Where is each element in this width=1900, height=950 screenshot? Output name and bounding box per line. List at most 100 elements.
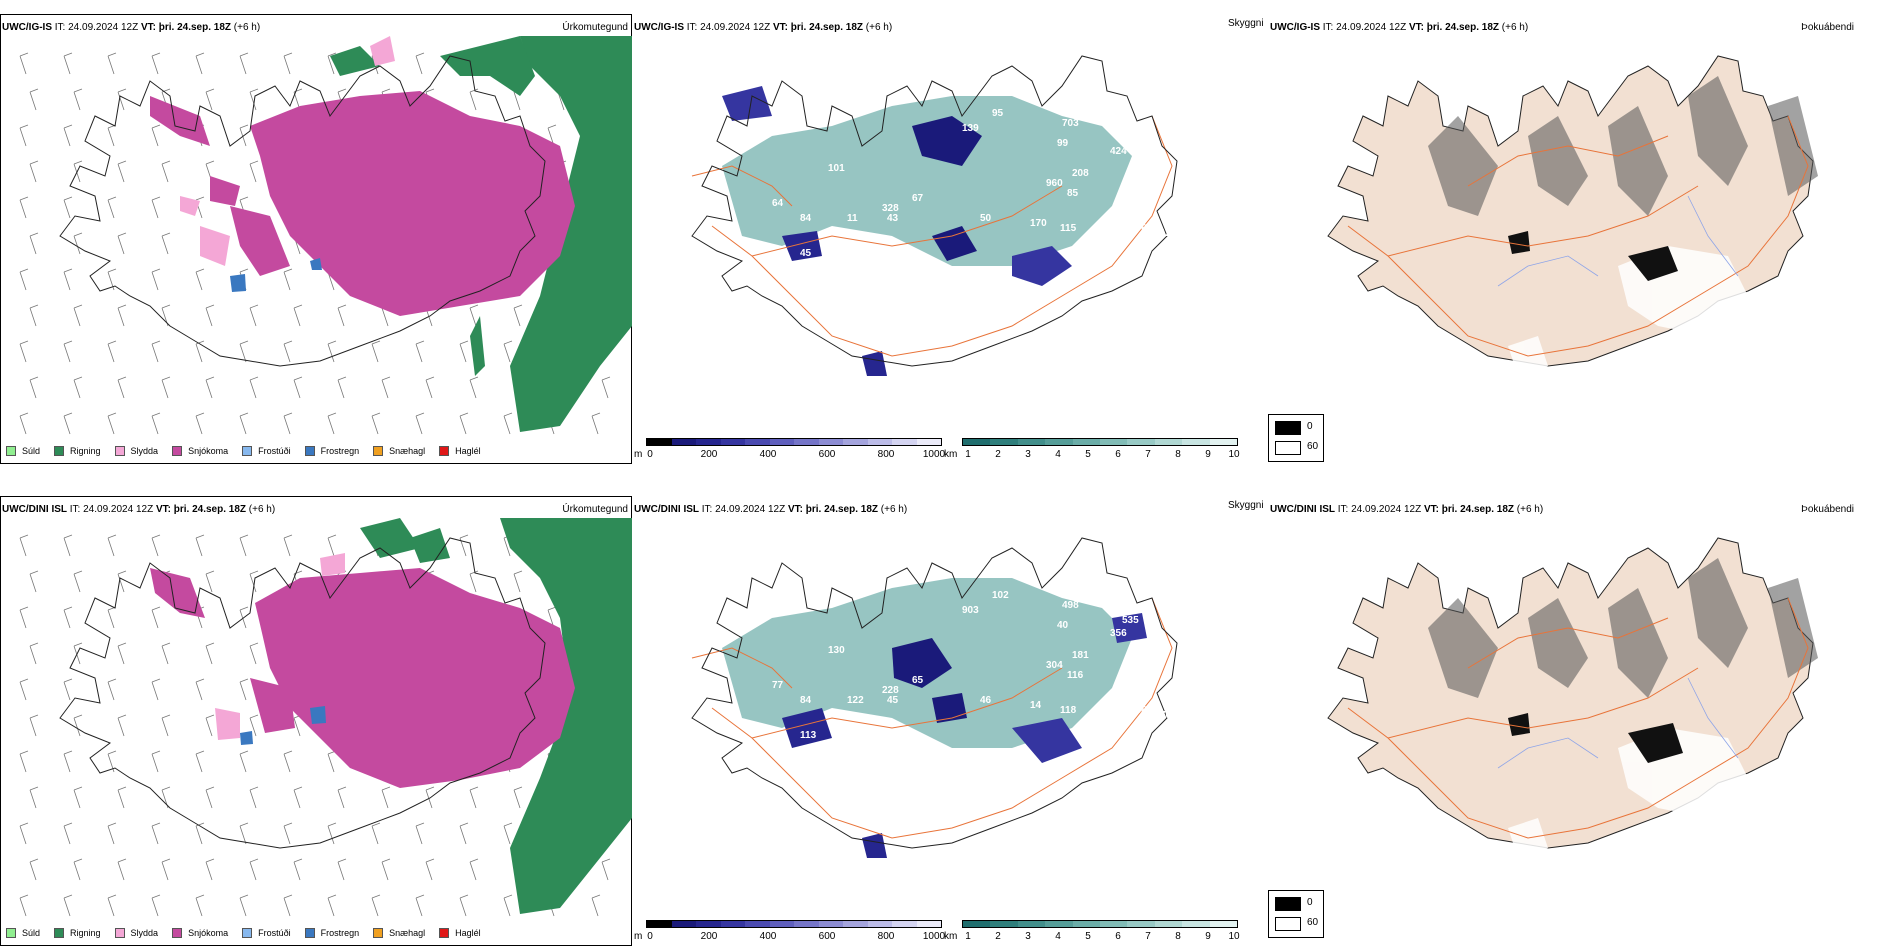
wind-barb [73,642,83,665]
colorbar-cell [892,921,917,927]
visibility-value-label: 122 [847,695,864,706]
wind-barb [63,534,73,557]
wind-barb [63,340,73,363]
colorbar-cell [916,439,941,445]
legend-item: Frostúði [242,928,291,938]
visibility-value-label: 84 [800,213,812,224]
colorbar-cells-km [962,920,1238,928]
legend-label: Súld [22,446,41,456]
legend-swatch [114,928,125,938]
visibility-value-label: 85 [1067,188,1079,199]
wind-barb [459,822,469,845]
colorbar-cell [1209,921,1238,927]
legend-label: Rigning [70,446,101,456]
wind-barb [283,822,293,845]
wind-barb [117,642,127,665]
colorbar-cell [892,439,917,445]
lead-time: (+6 h) [248,504,276,515]
wind-barb [117,714,127,737]
colorbar-cell [867,439,892,445]
tick: 1 [965,449,971,460]
wind-barb [151,124,161,147]
it-label: IT: [1337,504,1349,515]
visibility-value-label: 535 [1122,615,1139,626]
tick: 4 [1055,449,1061,460]
wind-barb [337,858,347,881]
legend-swatch [114,446,125,456]
visibility-value-label: 128 [1092,98,1109,109]
colorbar-cell [916,921,941,927]
tick: 600 [818,449,836,460]
wind-barb [19,52,29,75]
colorbar-cell [647,921,672,927]
fog-panel: UWC/IG-IS IT: 24.09.2024 12Z VT: þri. 24… [1268,14,1900,464]
visibility-value-label: 106 [1130,223,1147,234]
legend-swatch [439,446,450,456]
wind-barb [107,678,117,701]
wind-barb [415,340,425,363]
tick: 3 [1025,449,1031,460]
freezing-rain-area [240,706,326,745]
it-label: IT: [69,504,81,515]
visibility-value-label: 71 [1162,108,1174,119]
visibility-value-label: 703 [1062,118,1079,129]
wind-barb [63,750,73,773]
visibility-km-colorbar: km 1 2 3 4 5 6 7 8 9 10 [944,438,1244,462]
wind-barb [29,570,39,593]
wind-barb [205,570,215,593]
snow-area [150,568,575,788]
wind-barb [283,340,293,363]
tick: 3 [1025,931,1031,942]
wind-barb [19,534,29,557]
legend-item: Súld [6,928,40,938]
visibility-value-label: 95 [992,108,1004,119]
wind-barb [327,894,337,917]
wind-barb [73,88,83,111]
sleet-area [180,36,395,266]
colorbar-cell [867,921,892,927]
wind-barb [415,894,425,917]
visibility-value-label: 168 [1107,96,1124,107]
visibility-value-label: 154 [782,600,799,611]
legend-label: Frostregn [320,928,360,938]
fog-legend-label-0: 0 [1307,897,1313,908]
wind-barb [63,678,73,701]
tick: 9 [1205,449,1211,460]
tick: 8 [1175,931,1181,942]
wind-barb [117,570,127,593]
legend-swatch [6,446,16,456]
it-value: 24.09.2024 12Z [68,22,139,33]
it-value: 24.09.2024 12Z [715,504,786,515]
visibility-value-label: 230 [1072,590,1089,601]
wind-barb [195,412,205,435]
wind-barb [19,196,29,219]
fog-legend-swatch-0 [1275,421,1301,435]
legend-label: Frostúði [258,928,291,938]
legend-swatch [304,446,315,456]
wind-barb [151,894,161,917]
legend-swatch [439,928,450,938]
colorbar-cell [794,921,819,927]
wind-barb [293,858,303,881]
legend-swatch [242,446,253,456]
wind-barb [327,412,337,435]
coastline [691,55,1178,367]
wind-barb [107,196,117,219]
visibility-value-label: 257 [1092,580,1109,591]
wind-barb [107,822,117,845]
land-fill [1327,55,1814,367]
wind-barb [73,858,83,881]
wind-barb [205,88,215,111]
row-header: UWC/DINI ISL IT: 24.09.2024 12Z VT: þri.… [634,504,907,515]
wind-barb [19,894,29,917]
visibility-value-label: 12 [934,850,946,861]
precip-legend: Súld Rigning Slydda Snjókoma Frostúði Fr… [6,446,495,456]
legend-swatch [54,446,65,456]
legend-item: Rigning [54,928,101,938]
wind-barb [283,750,293,773]
wind-barb [337,304,347,327]
colorbar-cell [1127,439,1155,445]
colorbar-cell [1072,921,1101,927]
fog-dark [1508,231,1678,281]
wind-barb [117,232,127,255]
